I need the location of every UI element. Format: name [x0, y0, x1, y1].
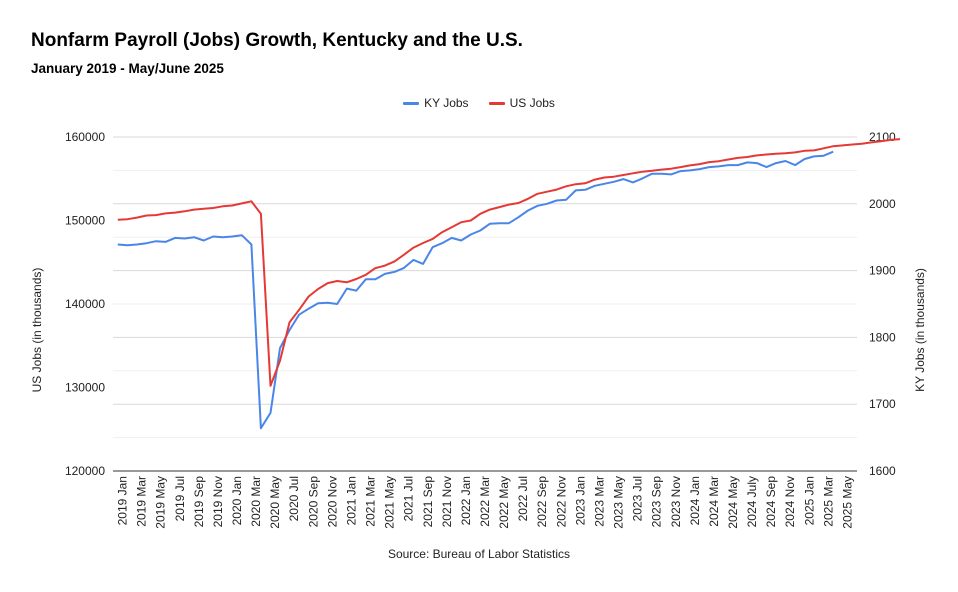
x-tick-label: 2019 May [154, 476, 168, 529]
x-tick-label: 2021 Mar [364, 476, 378, 527]
x-tick-label: 2023 May [612, 476, 626, 529]
y-right-axis-label: KY Jobs (in thousands) [913, 268, 927, 392]
x-tick-label: 2021 Jan [344, 476, 358, 525]
y-left-axis-label: US Jobs (in thousands) [30, 268, 44, 393]
y-right-tick-label: 2000 [869, 197, 896, 211]
x-tick-label: 2020 Jan [230, 476, 244, 525]
x-tick-label: 2020 Sep [306, 476, 320, 528]
y-left-tick-label: 130000 [65, 381, 105, 395]
chart-subtitle: January 2019 - May/June 2025 [31, 61, 224, 76]
x-tick-label: 2019 Nov [211, 476, 225, 527]
legend-swatch-ky [403, 101, 420, 105]
chart-legend: KY Jobs US Jobs [0, 96, 958, 110]
legend-item-us[interactable]: US Jobs [488, 96, 555, 110]
x-tick-label: 2022 Sep [535, 476, 549, 528]
x-tick-label: 2025 May [840, 476, 854, 529]
y-left-tick-label: 160000 [65, 130, 105, 144]
series-line-us-jobs[interactable] [117, 138, 901, 387]
x-tick-label: 2022 Jul [516, 476, 530, 521]
x-tick-label: 2022 Mar [478, 476, 492, 527]
x-tick-label: 2023 Jan [573, 476, 587, 525]
x-tick-label: 2021 Jul [402, 476, 416, 521]
y-right-tick-label: 1600 [869, 464, 896, 478]
x-tick-label: 2023 Sep [650, 476, 664, 528]
chart-title: Nonfarm Payroll (Jobs) Growth, Kentucky … [31, 30, 523, 51]
x-tick-label: 2019 Mar [135, 476, 149, 527]
y-left-tick-label: 150000 [65, 214, 105, 228]
legend-item-ky[interactable]: KY Jobs [403, 96, 469, 110]
gridlines [113, 136, 857, 472]
series-lines [117, 138, 901, 430]
y-left-tick-label: 140000 [65, 297, 105, 311]
x-tick-label: 2021 Sep [421, 476, 435, 528]
x-tick-label: 2020 May [268, 476, 282, 529]
chart-source: Source: Bureau of Labor Statistics [387, 547, 571, 561]
x-tick-label: 2019 Jul [173, 476, 187, 521]
x-tick-label: 2022 Nov [554, 476, 568, 527]
legend-label-us: US Jobs [509, 96, 555, 110]
x-axis: 2019 Jan 2019 Mar 2019 May 2019 Jul 2019 Sep… [116, 476, 855, 529]
x-tick-label: 2020 Nov [325, 476, 339, 527]
legend-label-ky: KY Jobs [424, 96, 469, 110]
x-tick-label: 2023 Jul [631, 476, 645, 521]
x-tick-label: 2024 Sep [764, 476, 778, 528]
x-tick-label: 2024 Nov [783, 476, 797, 527]
x-tick-label: 2024 July [745, 476, 759, 527]
legend-swatch-us [488, 101, 505, 105]
x-tick-label: 2023 Nov [669, 476, 683, 527]
x-tick-label: 2023 Mar [592, 476, 606, 527]
x-tick-label: 2022 Jan [459, 476, 473, 525]
y-left-tick-label: 120000 [65, 464, 105, 478]
x-tick-label: 2020 Jul [287, 476, 301, 521]
x-tick-label: 2019 Jan [116, 476, 130, 525]
x-tick-label: 2024 Mar [707, 476, 721, 527]
x-tick-label: 2020 Mar [249, 476, 263, 527]
x-tick-label: 2025 Mar [821, 476, 835, 527]
x-tick-label: 2021 May [383, 476, 397, 529]
x-tick-label: 2022 May [497, 476, 511, 529]
y-left-axis: 120000 130000 140000 150000 160000 [65, 130, 105, 478]
y-right-tick-label: 1800 [869, 330, 896, 344]
x-tick-label: 2025 Jan [802, 476, 816, 525]
x-tick-label: 2021 Nov [440, 476, 454, 527]
x-tick-label: 2019 Sep [192, 476, 206, 528]
series-line-ky-jobs[interactable] [117, 150, 834, 430]
x-tick-label: 2024 Jan [688, 476, 702, 525]
x-tick-label: 2024 May [726, 476, 740, 529]
y-right-tick-label: 1700 [869, 397, 896, 411]
y-right-tick-label: 1900 [869, 264, 896, 278]
